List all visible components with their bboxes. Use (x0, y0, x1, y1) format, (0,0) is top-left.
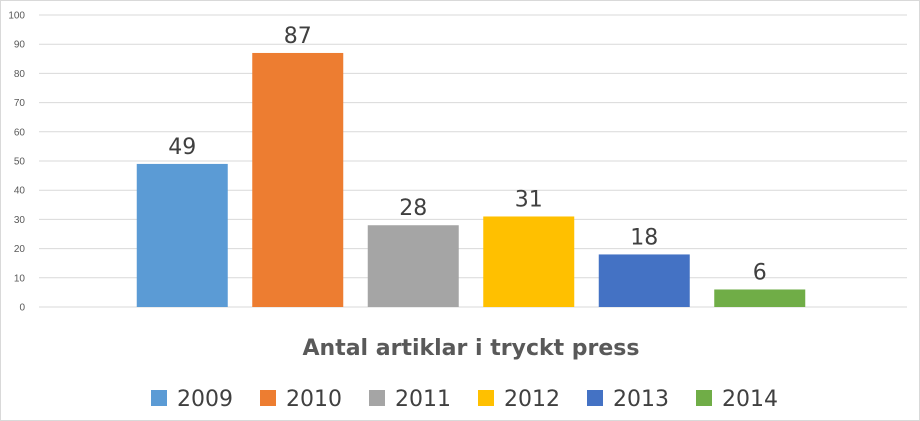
legend-label-2010: 2010 (286, 387, 342, 412)
data-label-2011: 28 (399, 196, 427, 221)
data-label-2013: 18 (630, 225, 658, 250)
legend-swatch-2013 (587, 390, 603, 406)
legend-swatch-2009 (151, 390, 167, 406)
bar-2012 (483, 216, 575, 307)
legend-swatch-2012 (478, 390, 494, 406)
legend-swatch-2014 (696, 390, 712, 406)
legend-swatch-2011 (369, 390, 385, 406)
legend-label-2013: 2013 (613, 387, 669, 412)
y-tick-label-80: 80 (14, 69, 26, 80)
y-tick-label-100: 100 (8, 11, 25, 22)
data-label-2010: 87 (284, 24, 312, 49)
legend-label-2012: 2012 (504, 387, 560, 412)
y-tick-label-70: 70 (14, 98, 26, 109)
y-tick-label-40: 40 (14, 186, 26, 197)
legend-swatch-2010 (260, 390, 276, 406)
bar-2011 (367, 225, 459, 307)
y-tick-label-60: 60 (14, 127, 26, 138)
y-tick-label-20: 20 (14, 244, 26, 255)
y-tick-label-90: 90 (14, 40, 26, 51)
bar-2010 (252, 52, 344, 308)
legend-label-2014: 2014 (722, 387, 778, 412)
data-label-2014: 6 (753, 260, 767, 285)
data-label-2009: 49 (168, 135, 196, 160)
data-label-2012: 31 (515, 187, 543, 212)
bar-2014 (714, 289, 806, 307)
chart-title: Antal artiklar i tryckt press (303, 336, 640, 361)
bar-2013 (598, 254, 690, 307)
y-tick-label-30: 30 (14, 215, 26, 226)
y-tick-label-50: 50 (14, 157, 26, 168)
bar-2009 (136, 163, 228, 307)
y-tick-label-0: 0 (19, 303, 25, 314)
legend-label-2009: 2009 (177, 387, 233, 412)
y-tick-label-10: 10 (14, 273, 26, 284)
legend-label-2011: 2011 (395, 387, 451, 412)
